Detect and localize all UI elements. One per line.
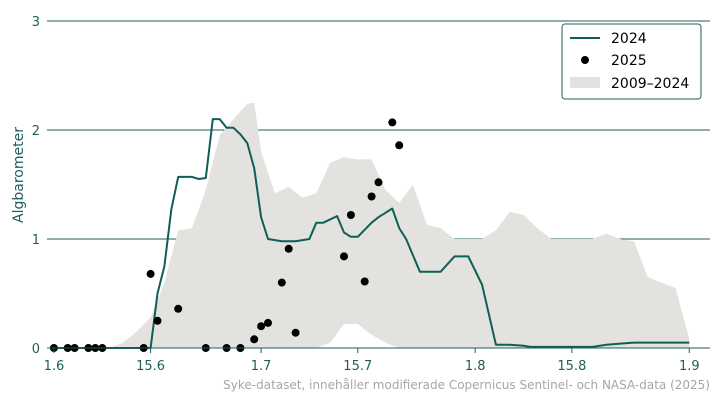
point-2025-23 — [374, 178, 383, 187]
legend-label-2024: 2024 — [611, 31, 647, 47]
legend-band-swatch — [570, 77, 600, 88]
point-2025-20 — [346, 211, 355, 219]
y-axis-label: Algbarometer — [11, 127, 27, 223]
x-axis: 1.6 15.6 1.7 15.7 1.8 15.8 1.9 — [44, 347, 710, 374]
point-2025-24 — [388, 118, 397, 127]
x-tick-label-4: 1.8 — [465, 359, 486, 374]
point-2025-18 — [291, 328, 300, 337]
x-tick-label-5: 15.8 — [557, 359, 586, 374]
legend-label-2009-2024: 2009–2024 — [611, 76, 689, 92]
point-2025-13 — [250, 335, 259, 344]
x-tick-label-1: 15.6 — [136, 359, 165, 374]
legend: 2024 2025 2009–2024 — [561, 23, 702, 100]
y-tick-label-3: 3 — [32, 15, 40, 30]
x-tick-label-2: 1.7 — [251, 359, 272, 374]
point-2025-21 — [360, 277, 369, 286]
y-tick-label-1: 1 — [32, 233, 40, 248]
series-line — [53, 118, 690, 349]
point-2025-25 — [395, 141, 404, 150]
point-2025-14 — [257, 322, 266, 331]
point-2025-17 — [284, 244, 293, 253]
point-2025-16 — [277, 278, 286, 287]
point-2025-19 — [340, 252, 348, 261]
point-2025-9 — [174, 304, 183, 313]
legend-point-swatch — [581, 56, 589, 64]
range-band-area — [53, 102, 690, 348]
range-band — [53, 102, 690, 348]
x-tick-label-3: 15.7 — [343, 359, 372, 374]
legend-label-2025: 2025 — [611, 53, 647, 69]
point-2025-15 — [264, 318, 272, 327]
x-tick-label-6: 1.9 — [679, 359, 700, 374]
data-credit: Syke-dataset, innehåller modifierade Cop… — [223, 378, 710, 392]
point-2025-22 — [367, 192, 376, 201]
line-2024 — [53, 118, 690, 349]
x-tick-label-0: 1.6 — [44, 359, 65, 374]
point-2025-7 — [146, 269, 155, 278]
y-tick-label-0: 0 — [32, 342, 40, 357]
y-tick-label-2: 2 — [32, 124, 40, 139]
y-axis: 0 1 2 3 — [32, 15, 40, 357]
point-2025-8 — [153, 316, 162, 325]
